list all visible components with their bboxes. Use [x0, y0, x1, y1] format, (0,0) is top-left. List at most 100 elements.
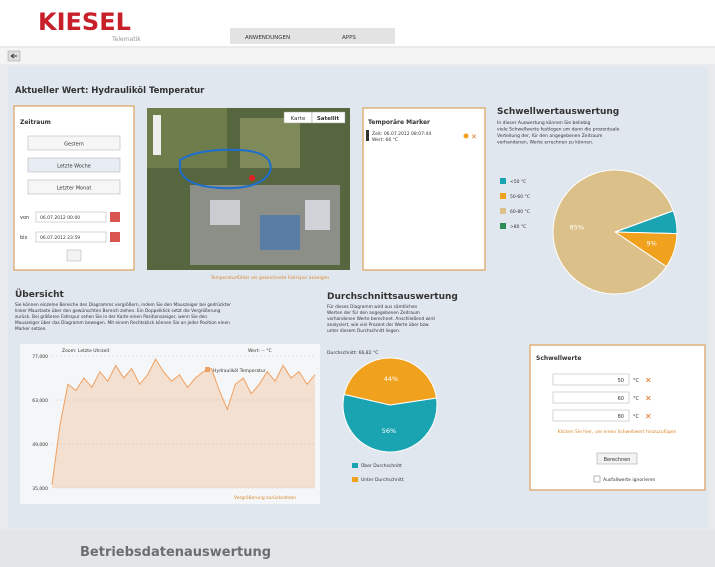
threshold-input[interactable] — [552, 391, 630, 404]
panel-title: Schwellwerte — [536, 355, 581, 362]
y-tick-label: 35,000 — [32, 486, 48, 492]
map-marker[interactable] — [249, 175, 255, 181]
legend-swatch — [500, 208, 506, 214]
threshold-value: 60 — [618, 396, 624, 402]
legend-swatch — [500, 178, 506, 184]
marker-value: Wert: 66 °C — [372, 137, 398, 143]
map-building — [260, 215, 300, 250]
threshold-value: 80 — [618, 414, 624, 420]
pie-label: 85% — [570, 223, 584, 231]
date-input[interactable] — [35, 231, 107, 243]
threshold-input[interactable] — [552, 409, 630, 422]
description-line: viele Schwellwerte festlegen um dann die… — [497, 127, 620, 133]
description-line: linker Maustaste über den gewünschten Be… — [15, 308, 221, 314]
legend-swatch — [205, 367, 210, 372]
legend-label: Über Durchschnitt — [361, 462, 402, 469]
logo: KIESEL — [38, 8, 131, 36]
period-button[interactable] — [27, 135, 121, 151]
nav-item[interactable]: APPS — [342, 35, 356, 41]
description-line: In dieser Auswertung können Sie beliebig — [497, 120, 590, 126]
map-button-label: Satellit — [317, 116, 340, 122]
legend-swatch — [352, 463, 358, 468]
nav-bar — [230, 28, 395, 44]
pie-slice — [552, 169, 674, 295]
threshold-delete[interactable]: ✕ — [645, 394, 652, 403]
checkbox[interactable] — [593, 475, 601, 483]
threshold-delete[interactable]: ✕ — [645, 376, 652, 385]
calendar-icon[interactable] — [110, 232, 120, 242]
date-value: 06.07.2012 00:00 — [40, 215, 80, 221]
map-button[interactable] — [311, 111, 346, 124]
checkbox-label: Ausfallwerte ignorieren — [603, 477, 655, 483]
caption: Betriebsdatenauswertung — [80, 545, 271, 560]
legend-swatch — [500, 223, 506, 229]
panel-title: Zeitraum — [20, 119, 51, 126]
marker-time: Zeit: 06.07.2012 08:07:44 — [372, 131, 431, 137]
marker-delete[interactable]: ✕ — [471, 133, 477, 141]
description-line: Sie können einzelne Bereiche des Diagram… — [15, 302, 231, 308]
threshold-input[interactable] — [552, 373, 630, 386]
reset-zoom[interactable]: Vergrößerung zurücksetzen — [234, 495, 296, 501]
marker-locate[interactable] — [463, 133, 469, 139]
date-input[interactable] — [35, 211, 107, 223]
area — [52, 359, 315, 488]
map-building — [210, 200, 240, 225]
threshold-value: 50 — [618, 378, 624, 384]
average-value: Durchschnitt: 66,82 °C — [327, 350, 378, 356]
legend-label: Unter Durchschnitt — [361, 477, 404, 483]
map-caption[interactable]: Temperaturfühler als gezeichnete Fahrspu… — [210, 275, 330, 281]
description-line: Werten der für den angegebenen Zeitraum — [327, 310, 420, 316]
description-line: analysiert, wie viel Prozent der Werte ü… — [327, 322, 429, 328]
date-label: bis — [20, 235, 28, 241]
description-line: vorhandenen Werte berechnet. Anschließen… — [327, 316, 435, 322]
map-building — [305, 200, 330, 230]
description-line: Verteilung der, für den angegebenen Zeit… — [497, 133, 602, 139]
line-chart[interactable] — [20, 344, 320, 504]
marker-icon — [366, 130, 369, 141]
period-button[interactable] — [27, 179, 121, 195]
y-tick-label: 63,000 — [32, 398, 48, 404]
threshold-delete[interactable]: ✕ — [645, 412, 652, 421]
date-value: 06.07.2012 23:59 — [40, 235, 80, 241]
legend-label: <50 °C — [510, 179, 526, 185]
pie-label: 44% — [384, 375, 398, 383]
legend-label: >80 °C — [510, 224, 526, 230]
y-tick-label: 49,000 — [32, 442, 48, 448]
date-label: von — [20, 215, 29, 221]
pie-label: 9% — [646, 240, 656, 248]
description-line: vorhandenen, Werte errechnen zu können. — [497, 140, 593, 146]
period-button-label: Gestern — [64, 142, 84, 148]
description-line: Marker setzen. — [15, 326, 47, 332]
description-line: Mauszeiger über das Diagramm bewegen. Mi… — [15, 320, 230, 326]
caption-band — [0, 530, 715, 567]
pie-slice — [343, 357, 438, 406]
map-zoom[interactable] — [153, 115, 161, 155]
line — [51, 358, 316, 485]
section-title: Schwellwertauswertung — [497, 107, 619, 117]
add-threshold[interactable]: Klicken Sie hier, um einen Schwellwert h… — [558, 429, 677, 435]
calc-button-label: Berechnen — [604, 457, 631, 463]
apply-button[interactable] — [66, 249, 82, 262]
toolbar — [0, 48, 715, 64]
description-line: unter diesem Durchschnitt liegen. — [327, 328, 400, 334]
description-line: Für dieses Diagramm wird aus sämtlichen — [327, 304, 417, 310]
nav-item[interactable]: ANWENDUNGEN — [245, 35, 290, 41]
calendar-icon[interactable] — [110, 212, 120, 222]
zoom-label: Zoom: Letzte Uhrzeit — [62, 348, 110, 354]
threshold-unit: °C — [633, 396, 640, 402]
legend-label: 60-80 °C — [510, 209, 530, 215]
period-button[interactable] — [27, 157, 121, 173]
period-button-label: Letzter Monat — [57, 186, 92, 192]
pie-label: 56% — [382, 427, 396, 435]
legend-swatch — [352, 477, 358, 482]
value-label: Wert: -- °C — [248, 348, 272, 354]
threshold-unit: °C — [633, 414, 640, 420]
calc-button[interactable] — [596, 452, 638, 465]
legend-label: 50-60 °C — [510, 194, 530, 200]
legend-swatch — [500, 193, 506, 199]
tagline: Telematik — [111, 36, 141, 43]
panel-title: Temporäre Marker — [368, 119, 430, 126]
y-tick-label: 77,000 — [32, 354, 48, 360]
